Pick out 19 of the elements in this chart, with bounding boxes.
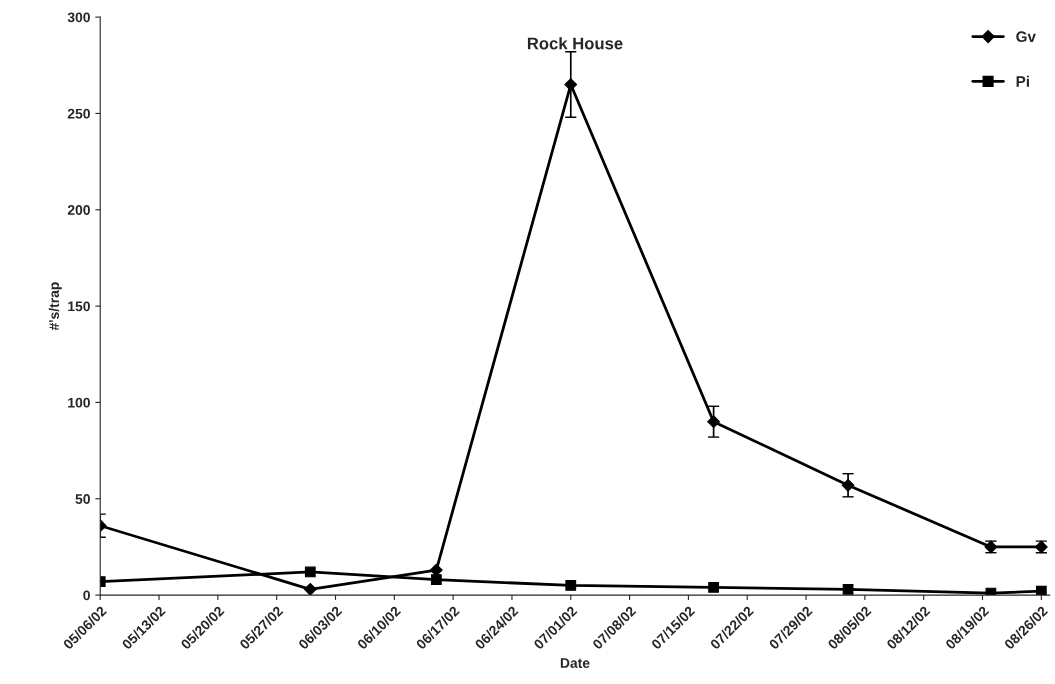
y-axis-title: #'s/trap [48, 282, 62, 331]
y-tick-label: 150 [68, 301, 90, 312]
point [430, 574, 442, 586]
legend-label: Pi [1016, 75, 1029, 87]
point [1035, 585, 1047, 596]
y-tick-label: 300 [67, 12, 90, 23]
text: Rock House [527, 37, 623, 50]
y-tick-label: 0 [83, 590, 90, 601]
point [303, 582, 317, 596]
point [304, 566, 316, 578]
point [565, 580, 577, 591]
y-tick-label: 250 [67, 108, 90, 119]
legend-label: Gv [1016, 31, 1036, 43]
point [429, 563, 443, 577]
y-tick-label: 50 [75, 494, 90, 504]
x-axis-title: Date [560, 658, 590, 668]
point [708, 581, 719, 593]
y-tick-label: 200 [67, 205, 90, 215]
y-tick-label: 100 [68, 397, 90, 408]
